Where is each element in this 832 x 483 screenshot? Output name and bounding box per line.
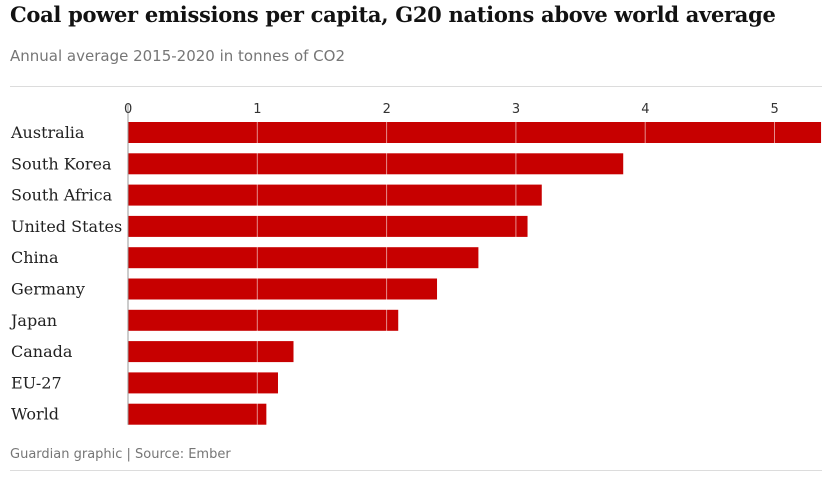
source-credit: Guardian graphic | Source: Ember bbox=[10, 447, 231, 462]
tick-label: 2 bbox=[383, 102, 391, 117]
category-label: South Korea bbox=[11, 154, 112, 173]
category-label: Germany bbox=[11, 280, 85, 299]
bar-south-africa bbox=[128, 184, 542, 206]
bar-china bbox=[128, 247, 479, 269]
category-label: China bbox=[11, 248, 59, 267]
bar-eu-27 bbox=[128, 372, 278, 394]
category-label: South Africa bbox=[11, 186, 113, 205]
tick-label: 3 bbox=[512, 102, 520, 117]
category-label: Canada bbox=[11, 342, 73, 361]
bar-japan bbox=[128, 309, 399, 331]
bar-australia bbox=[128, 122, 822, 143]
category-label: Australia bbox=[10, 123, 85, 142]
bar-south-korea bbox=[128, 153, 624, 175]
tick-label: 4 bbox=[641, 102, 649, 117]
category-label: United States bbox=[11, 217, 122, 236]
category-label: EU-27 bbox=[11, 373, 62, 392]
bar-canada bbox=[128, 341, 294, 363]
tick-label: 1 bbox=[253, 102, 261, 117]
bar-chart: Australia South Korea South Africa United S… bbox=[9, 102, 822, 425]
top-divider bbox=[10, 86, 822, 87]
chart-title: Coal power emissions per capita, G20 nat… bbox=[10, 2, 776, 27]
bar-united-states bbox=[128, 215, 528, 237]
bar-germany bbox=[128, 278, 438, 300]
tick-label: 0 bbox=[124, 102, 132, 117]
bottom-divider bbox=[10, 470, 822, 471]
category-label: Japan bbox=[9, 311, 57, 330]
tick-label: 5 bbox=[771, 102, 779, 117]
chart-subtitle: Annual average 2015-2020 in tonnes of CO… bbox=[10, 47, 345, 65]
category-label: World bbox=[11, 405, 59, 424]
bar-world bbox=[128, 403, 267, 425]
